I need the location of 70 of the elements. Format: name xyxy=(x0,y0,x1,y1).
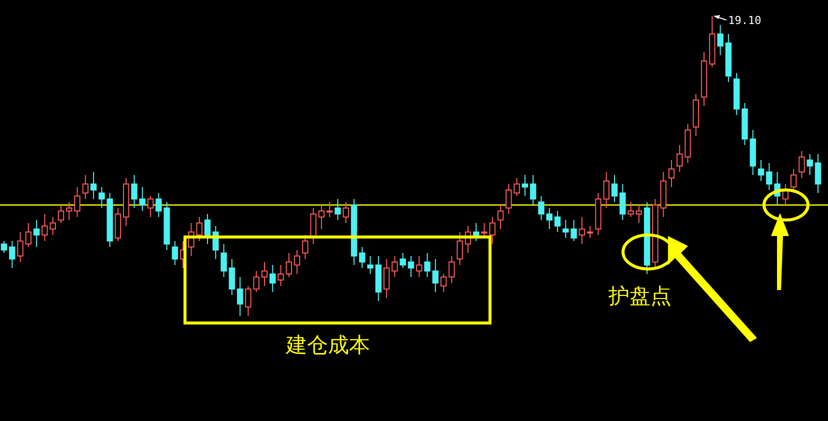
candlestick xyxy=(196,216,202,242)
candlestick xyxy=(578,216,586,244)
candlestick xyxy=(66,202,72,220)
candlestick xyxy=(261,262,268,286)
candlestick xyxy=(326,202,333,218)
candlestick xyxy=(611,174,618,202)
candlestick xyxy=(294,250,300,274)
candlestick xyxy=(424,252,430,278)
candlestick xyxy=(620,184,626,220)
candlestick xyxy=(236,276,244,316)
candlestick xyxy=(489,216,496,244)
candlestick xyxy=(586,226,594,238)
candlestick xyxy=(342,202,349,224)
candlestick xyxy=(9,240,16,268)
candlestick xyxy=(758,160,764,182)
candlestick xyxy=(554,210,561,232)
candlestick xyxy=(286,252,292,278)
candlestick xyxy=(270,264,276,292)
candlestick xyxy=(603,172,610,208)
candlestick xyxy=(131,174,138,208)
candlestick xyxy=(278,264,284,286)
candlestick xyxy=(522,174,528,196)
candlestick xyxy=(636,204,642,224)
candlestick xyxy=(790,168,797,194)
candlestick xyxy=(392,256,398,278)
candlestick xyxy=(440,274,447,292)
candlestick xyxy=(318,204,325,230)
candlestick xyxy=(367,256,374,274)
candlestick xyxy=(228,258,236,296)
candlestick xyxy=(806,154,813,176)
candlestick xyxy=(400,252,406,268)
candlestick xyxy=(25,222,32,248)
candlestick xyxy=(359,246,366,268)
annotation: 19.10 xyxy=(728,14,762,27)
candlestick xyxy=(114,208,122,242)
candlestick xyxy=(432,258,439,292)
candlestick xyxy=(58,204,64,224)
annotation: 护盘点 xyxy=(608,284,672,308)
candlestick xyxy=(538,196,544,220)
candlestick xyxy=(147,196,154,218)
candlestick xyxy=(74,186,80,218)
candlestick xyxy=(456,232,463,266)
candlestick xyxy=(139,186,146,212)
candlestick xyxy=(172,240,178,266)
candlestick xyxy=(448,256,455,284)
candlestick xyxy=(814,154,822,194)
candlestick xyxy=(628,202,634,218)
candlestick xyxy=(0,240,8,254)
candlestick xyxy=(481,222,488,238)
candlestick xyxy=(33,220,40,248)
candlestick xyxy=(473,222,480,242)
candlestick xyxy=(302,234,308,260)
candlestick xyxy=(220,244,227,278)
candlestick xyxy=(546,208,552,230)
candlestick xyxy=(676,144,683,172)
candlestick xyxy=(408,256,414,278)
candlestick xyxy=(798,150,805,178)
candlestick xyxy=(90,172,97,200)
candlestick xyxy=(668,160,675,188)
candlestick xyxy=(497,204,504,230)
candlestick xyxy=(717,24,724,56)
candlestick xyxy=(310,208,316,244)
candlestick xyxy=(383,258,390,298)
candlestick xyxy=(530,174,536,206)
candlestick xyxy=(334,198,341,220)
candlestick xyxy=(17,232,24,262)
candlestick xyxy=(82,174,88,200)
text: 建仓成本 xyxy=(285,333,370,357)
candlestick xyxy=(416,256,422,278)
candlestick xyxy=(204,214,211,244)
